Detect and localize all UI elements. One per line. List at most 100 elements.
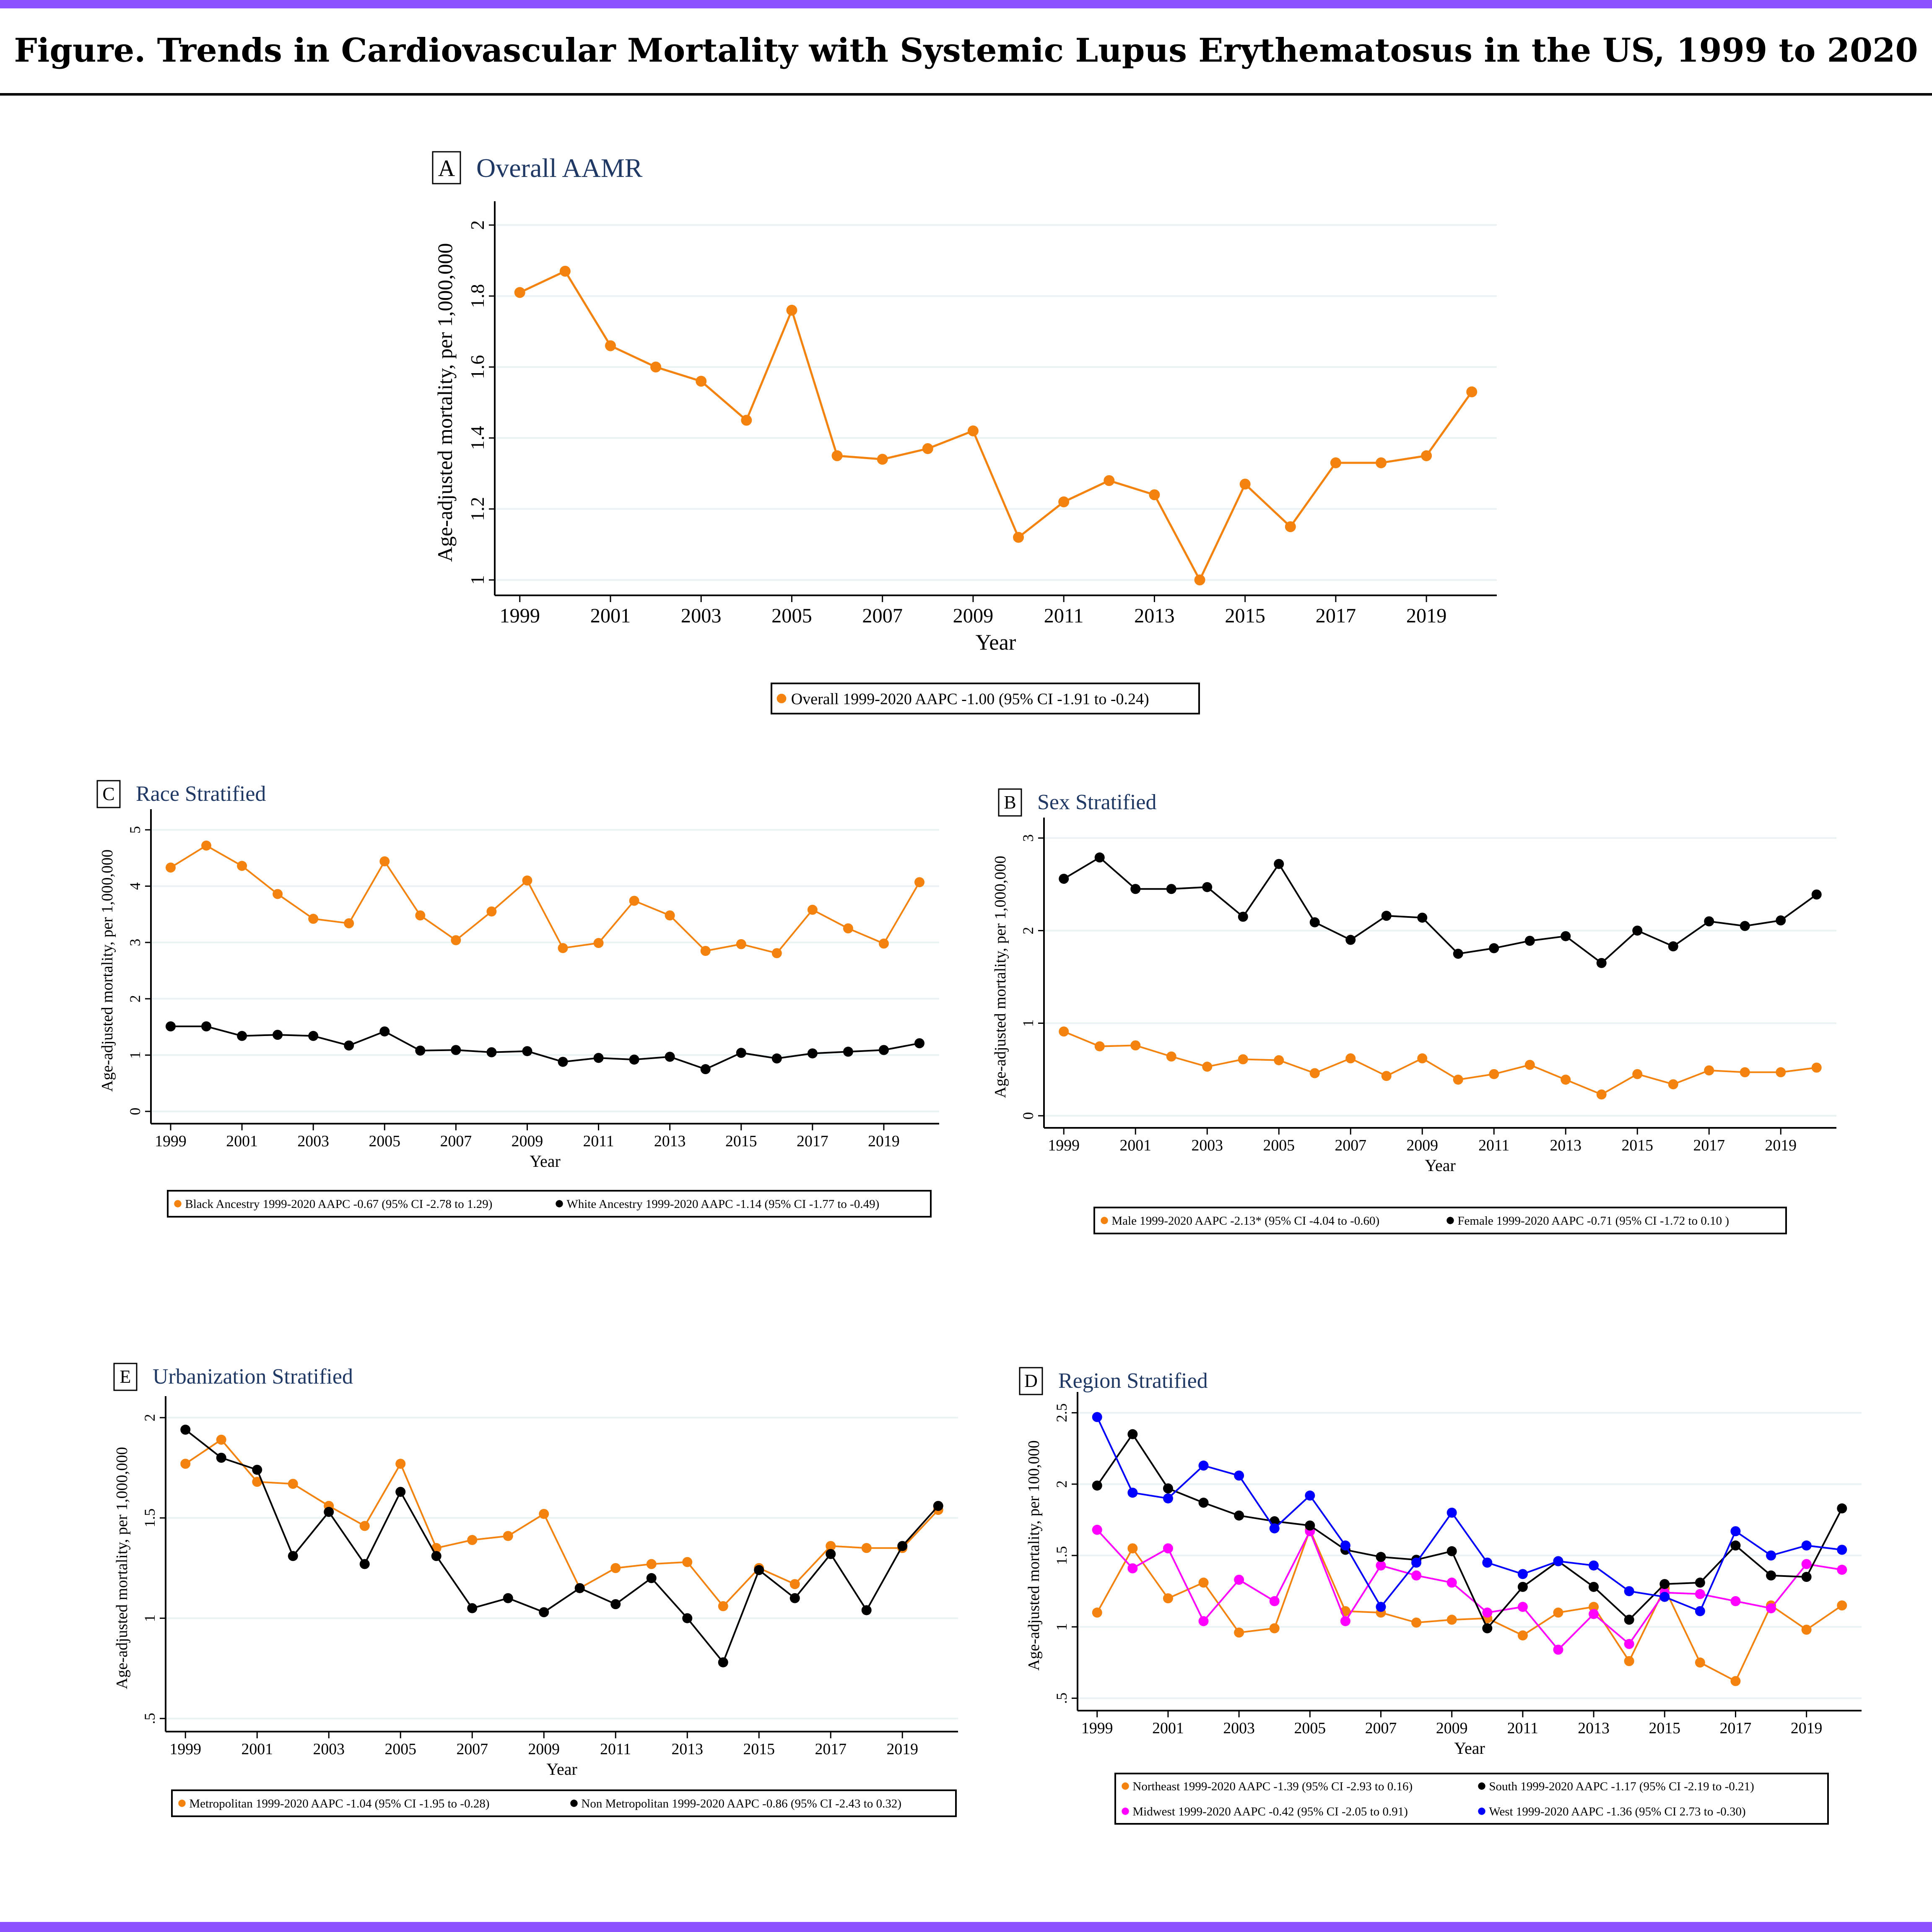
- data-point: 2007: 0.62: [1345, 1053, 1356, 1064]
- data-point: 2019: 1.44: [1801, 1559, 1812, 1569]
- data-point: 2014: 2.85: [700, 945, 711, 956]
- data-point: 2001: 1.66: [605, 340, 616, 351]
- legend-box: [171, 1789, 957, 1817]
- data-point: 2005: 4.44: [379, 856, 390, 867]
- x-tick-label: 2019: [1791, 1719, 1823, 1737]
- data-point: 2016: 1.11: [1695, 1606, 1705, 1616]
- legend-box: [771, 683, 1200, 714]
- y-tick-label: 2: [1053, 1480, 1070, 1488]
- data-point: 2016: 1.31: [1695, 1577, 1705, 1588]
- data-point: 2007: 1.49: [1376, 1552, 1386, 1562]
- data-point: 2011: 1.14: [1517, 1602, 1528, 1612]
- x-tick-label: 1999: [155, 1132, 187, 1150]
- y-tick-label: 1: [141, 1615, 158, 1622]
- series-line: [519, 270, 1473, 581]
- x-axis: 1999 2001 2003 2005 2007 2009 2011 2013 2015 2017…: [499, 595, 1446, 627]
- data-point: 2014: 0.23: [1596, 1089, 1607, 1100]
- x-tick-label: 2009: [512, 1132, 543, 1150]
- data-point: 2001: 1.74: [252, 1465, 262, 1475]
- x-tick-label: 2015: [1649, 1719, 1680, 1737]
- y-axis-label: Age-adjusted mortality, per 1,000,000: [113, 1447, 131, 1689]
- data-point: 2002: 2.13: [1198, 1460, 1209, 1471]
- data-point: 2005: 1.76: [786, 304, 797, 316]
- data-point: 2012: 0.92: [629, 1054, 639, 1065]
- panel-header: C Race Stratified: [96, 780, 266, 808]
- data-point: 2001: 1.68: [252, 1477, 262, 1487]
- data-point: 2009: 1.42: [967, 425, 979, 436]
- data-point: 2017: 0.49: [1704, 1065, 1714, 1076]
- x-tick-label: 2019: [1406, 605, 1447, 627]
- data-point: 2020: 1.53: [1466, 386, 1478, 397]
- data-point: 2018: 1.33: [1376, 457, 1387, 468]
- data-point: 2010: 1.45: [1482, 1558, 1493, 1568]
- series-line: [185, 1439, 939, 1607]
- data-point: 1999: 1.81: [514, 287, 525, 298]
- data-point: 2005: 1.77: [395, 1459, 406, 1469]
- chart-svg-B: B Sex Stratified 0 1 2 3 1999 2001 2003 2005 2007 2…: [992, 788, 1836, 1234]
- legend-item: West 1999-2020 AAPC -1.36 (95% CI 2.73 t…: [1478, 1805, 1746, 1818]
- series-1: 1999: 1.94 2000: 1.8 2001: 1.74 2002: 1.31 2…: [180, 1424, 943, 1667]
- x-tick-label: 2009: [528, 1740, 560, 1758]
- legend-item: Midwest 1999-2020 AAPC -0.42 (95% CI -2.…: [1122, 1805, 1408, 1818]
- data-point: 1999: 1.68: [1092, 1524, 1102, 1535]
- data-point: 2009: 1.07: [522, 1046, 532, 1057]
- series-line: [1096, 1529, 1843, 1682]
- series-line: [171, 1026, 920, 1070]
- data-point: 2012: 1.89: [1524, 935, 1535, 946]
- y-tick-label: 2: [1020, 927, 1036, 935]
- data-point: 2000: 1.55: [1127, 1543, 1138, 1553]
- data-point: 2004: 3.34: [344, 918, 354, 929]
- data-point: 2010: 1.75: [1453, 948, 1463, 959]
- data-point: 2018: 1.06: [843, 1046, 853, 1057]
- y-tick-label: 3: [127, 939, 143, 946]
- data-point: 2011: 0.95: [593, 1053, 604, 1063]
- data-point: 2004: 1.69: [1269, 1523, 1280, 1534]
- data-point: 2006: 3.48: [415, 910, 426, 921]
- data-point: 2016: 0.94: [771, 1053, 782, 1064]
- data-point: 2008: 1.36: [1411, 1570, 1422, 1581]
- legend-item: South 1999-2020 AAPC -1.17 (95% CI -2.19…: [1478, 1780, 1754, 1793]
- panel-letter: D: [1024, 1371, 1038, 1391]
- data-point: 2002: 1.36: [273, 1030, 283, 1040]
- data-point: 2005: 1.71: [1305, 1520, 1315, 1531]
- x-tick-label: 2003: [297, 1132, 329, 1150]
- data-point: 2016: 0.34: [1668, 1079, 1678, 1090]
- data-point: 2018: 1.35: [861, 1543, 872, 1553]
- legend-label: Black Ancestry 1999-2020 AAPC -0.67 (95%…: [185, 1197, 492, 1211]
- data-point: 2003: 2.47: [1202, 882, 1213, 892]
- data-point: 2008: 1.05: [486, 1047, 497, 1057]
- data-point: 2019: 0.47: [1776, 1067, 1786, 1078]
- x-tick-label: 2015: [1225, 605, 1265, 627]
- legend-marker: [556, 1200, 563, 1208]
- x-axis-label: Year: [976, 630, 1016, 654]
- data-point: 2009: 1.05: [1446, 1615, 1457, 1625]
- x-tick-label: 2007: [1335, 1137, 1366, 1154]
- chart-svg-D: D Region Stratified .5 1 1.5 2 2.5 1999 2001 2003…: [1019, 1367, 1862, 1825]
- data-point: 2018: 3.25: [843, 923, 853, 934]
- legend-item: Non Metropolitan 1999-2020 AAPC -0.86 (9…: [570, 1797, 901, 1810]
- data-point: 1999: 0.91: [1059, 1026, 1069, 1037]
- data-point: 2015: 0.45: [1632, 1069, 1643, 1079]
- data-point: 2013: 1.28: [682, 1557, 693, 1567]
- x-tick-label: 2001: [1152, 1719, 1184, 1737]
- data-point: 2012: 1.27: [646, 1559, 657, 1569]
- panel-header: E Urbanization Stratified: [113, 1363, 353, 1391]
- data-point: 2004: 2.15: [1238, 911, 1248, 922]
- data-point: 2005: 2.72: [1274, 859, 1284, 869]
- x-tick-label: 1999: [169, 1740, 201, 1758]
- x-tick-label: 2011: [1478, 1137, 1509, 1154]
- data-point: 2018: 1.5: [1766, 1550, 1776, 1561]
- x-tick-label: 1999: [1048, 1137, 1080, 1154]
- data-point: 2017: 0.62: [1730, 1676, 1741, 1686]
- x-tick-label: 2005: [384, 1740, 416, 1758]
- y-tick-label: 2: [467, 220, 488, 230]
- data-point: 2016: 1.1: [789, 1593, 800, 1603]
- y-tick-label: 1.5: [1053, 1546, 1070, 1565]
- legend-label: South 1999-2020 AAPC -1.17 (95% CI -2.19…: [1489, 1780, 1754, 1793]
- data-point: 2001: 4.36: [237, 861, 247, 871]
- x-tick-label: 1999: [499, 605, 540, 627]
- y-tick-label: 5: [127, 826, 143, 834]
- series-1: 1999: 1.51 2000: 1.51 2001: 1.34 2002: 1.36…: [166, 1021, 924, 1075]
- data-point: 2006: 0.46: [1309, 1068, 1320, 1078]
- data-point: 2013: 0.39: [1561, 1075, 1571, 1085]
